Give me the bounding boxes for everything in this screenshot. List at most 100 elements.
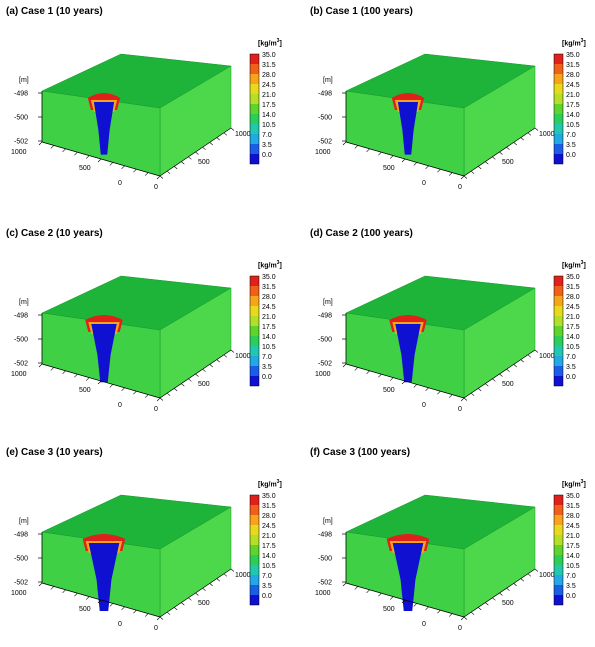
colorbar-unit-base: [kg/m: [562, 262, 581, 270]
colorbar-unit-label: [kg/m3]: [258, 38, 282, 47]
right-axis-tick: [174, 388, 178, 392]
plume-low-concentration-core: [392, 543, 424, 611]
colorbar-unit-end: ]: [279, 262, 282, 270]
right-axis-tick: [166, 392, 171, 396]
colorbar-tick-label: 17.5: [262, 102, 276, 109]
colorbar-frame: [249, 275, 260, 387]
right-axis-tick: [223, 354, 228, 358]
colorbar-tick-label: 28.0: [566, 513, 580, 520]
right-axis-tick: [470, 170, 475, 174]
colorbar-segment: [554, 495, 563, 505]
depth-tick-label: -500: [14, 115, 28, 122]
right-axis-tick-label: 0: [154, 406, 158, 413]
colorbar-unit-end: ]: [279, 481, 282, 489]
right-axis-tick: [209, 142, 213, 146]
colorbar-tick-label: 7.0: [262, 132, 272, 139]
colorbar-tick-label: 14.0: [262, 334, 276, 341]
colorbar-segment: [554, 595, 563, 605]
right-axis-tick-label: 500: [502, 381, 514, 388]
colorbar-tick-label: 28.0: [566, 294, 580, 301]
colorbar-tick-label: 24.5: [262, 82, 276, 89]
colorbar-tick-label: 24.5: [566, 523, 580, 530]
colorbar-segment: [554, 154, 563, 164]
colorbar-tick-label: 28.0: [262, 72, 276, 79]
depth-tick-label: -498: [14, 91, 28, 98]
colorbar-tick-label: 7.0: [262, 354, 272, 361]
left-axis-tick: [448, 172, 453, 176]
colorbar-tick-label: 21.0: [566, 92, 580, 99]
colorbar-tick-label: 17.5: [566, 102, 580, 109]
colorbar-segment: [250, 124, 259, 134]
colorbar-segment: [250, 356, 259, 366]
left-axis-tick: [448, 613, 453, 617]
colorbar-segment: [250, 276, 259, 286]
colorbar-segment: [250, 336, 259, 346]
left-axis-tick: [121, 606, 125, 611]
colorbar-tick-label: 14.0: [566, 553, 580, 560]
colorbar-unit-end: ]: [583, 40, 586, 48]
colorbar-tick-label: 0.0: [262, 374, 272, 381]
block-diagram: [m] -498 -500 -502 1000 500 0 0 500 1000 35.0 31.5 2…: [11, 274, 276, 413]
colorbar-tick-label: 24.5: [262, 523, 276, 530]
left-axis-tick: [437, 609, 441, 614]
right-axis-tick: [485, 161, 489, 165]
left-axis-tick: [401, 599, 406, 604]
colorbar-segment: [554, 366, 563, 376]
right-axis-tick: [174, 607, 178, 611]
colorbar-segment: [250, 565, 259, 575]
left-axis-tick: [342, 363, 347, 368]
left-axis-tick: [74, 373, 78, 378]
colorbar-segment: [554, 575, 563, 585]
right-axis-tick: [159, 397, 164, 401]
left-axis-tick: [366, 370, 370, 375]
right-axis-tick: [506, 587, 510, 591]
depth-axis-unit: [m]: [19, 77, 29, 84]
colorbar-tick-label: 0.0: [566, 593, 576, 600]
left-axis-tick: [133, 609, 137, 614]
colorbar-tick-label: 10.5: [566, 344, 580, 351]
colorbar-tick-label: 28.0: [262, 294, 276, 301]
colorbar-segment: [554, 505, 563, 515]
left-axis-tick-label: 1000: [315, 149, 331, 156]
colorbar-segment: [554, 104, 563, 114]
colorbar-tick-label: 0.0: [566, 152, 576, 159]
left-axis-tick-label: 500: [79, 606, 91, 613]
right-axis-tick-label: 1000: [539, 131, 555, 138]
left-axis-tick: [74, 151, 78, 156]
plume-low-concentration-core: [93, 102, 115, 155]
colorbar-unit-base: [kg/m: [562, 40, 581, 48]
left-axis-tick: [109, 384, 114, 388]
left-axis-tick: [342, 141, 347, 146]
right-axis-tick: [188, 156, 192, 160]
right-axis-tick: [188, 597, 192, 601]
panel-title: (f) Case 3 (100 years): [310, 447, 411, 458]
left-axis-tick: [144, 172, 149, 176]
right-axis-tick-label: 500: [198, 159, 210, 166]
panel-e: (e) Case 3 (10 years) [m] -498 -500 -502 1000…: [6, 447, 296, 647]
colorbar-segment: [554, 124, 563, 134]
colorbar-tick-label: 21.0: [566, 314, 580, 321]
plume-low-concentration-core: [395, 324, 421, 383]
left-axis-tick: [133, 168, 137, 173]
colorbar-tick-label: 35.0: [566, 493, 580, 500]
right-axis-tick-label: 1000: [539, 572, 555, 579]
colorbar-tick-label: 17.5: [566, 324, 580, 331]
colorbar-segment: [554, 276, 563, 286]
colorbar-tick-label: 3.5: [262, 583, 272, 590]
depth-tick-label: -498: [14, 313, 28, 320]
colorbar-segment: [250, 286, 259, 296]
colorbar-tick-label: 10.5: [262, 344, 276, 351]
right-axis-tick: [209, 364, 213, 368]
left-axis-tick-label: 500: [79, 165, 91, 172]
colorbar-unit-end: ]: [583, 481, 586, 489]
colorbar-segment: [250, 316, 259, 326]
right-axis-tick: [478, 607, 482, 611]
colorbar-tick-label: 24.5: [262, 304, 276, 311]
colorbar-segment: [250, 366, 259, 376]
colorbar-tick-label: 21.0: [262, 314, 276, 321]
panel-d: (d) Case 2 (100 years) [m] -498 -500 -502 100…: [310, 228, 595, 428]
left-axis-tick: [156, 175, 161, 180]
colorbar-tick-label: 14.0: [262, 112, 276, 119]
right-axis-tick: [195, 373, 199, 377]
right-axis-tick: [174, 166, 178, 170]
